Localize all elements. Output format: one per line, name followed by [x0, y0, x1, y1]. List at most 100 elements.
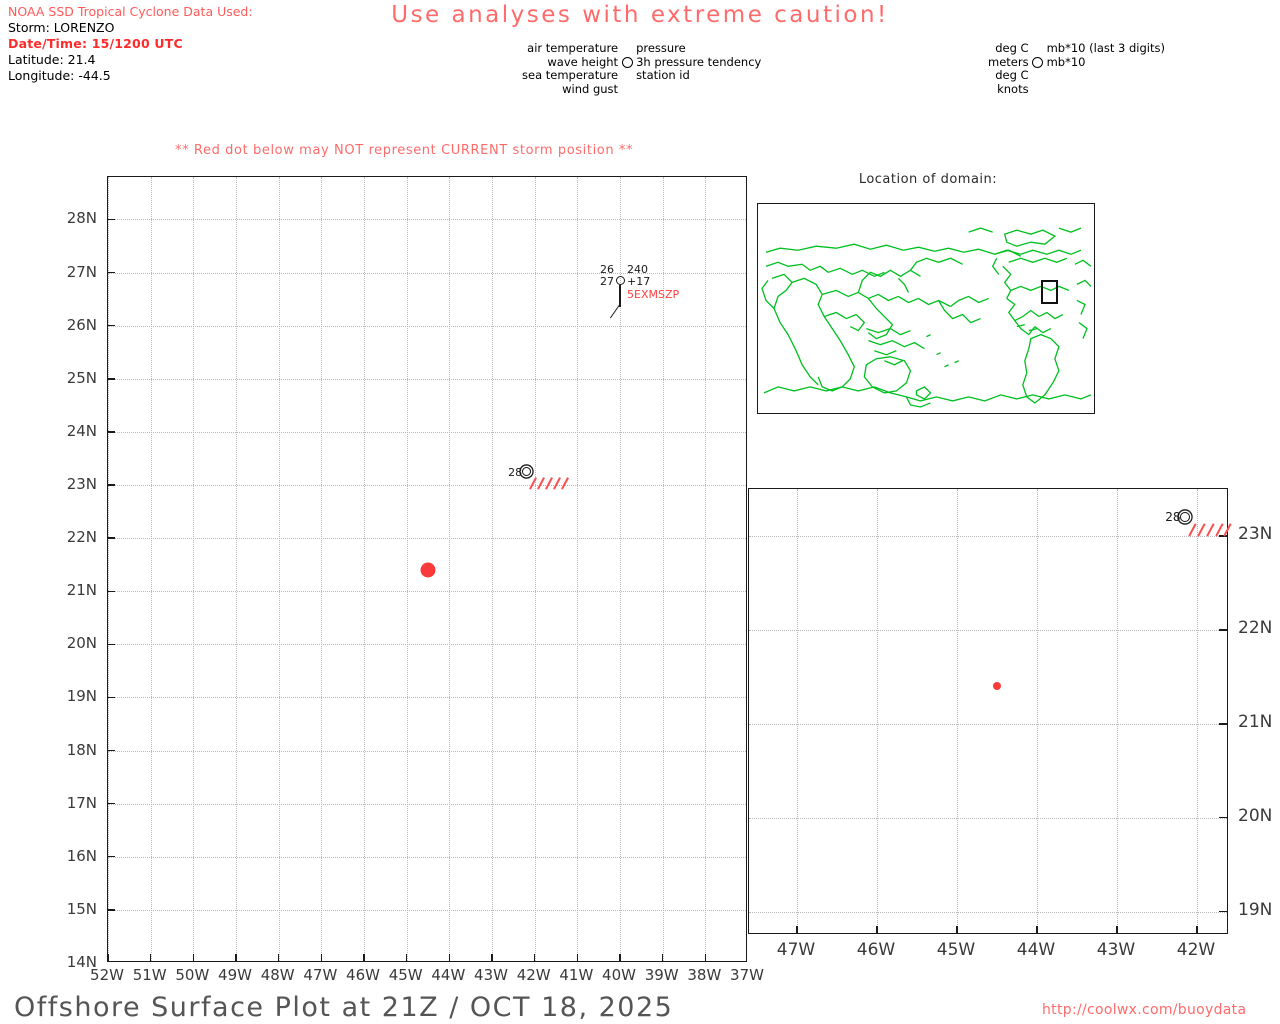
gridline-horizontal [749, 723, 1227, 725]
gridline-vertical [193, 177, 195, 961]
gridline-vertical [1037, 489, 1038, 933]
gridline-horizontal [108, 697, 746, 699]
x-axis-tick [619, 954, 621, 961]
storm-position-dot [993, 682, 1001, 691]
x-axis-tick [1196, 926, 1198, 933]
y-axis-tick [1219, 910, 1227, 913]
gridline-vertical [278, 177, 280, 961]
gridline-vertical [1117, 489, 1118, 933]
y-axis-label: 23N [1238, 523, 1273, 544]
gridline-horizontal [749, 817, 1227, 819]
units-wave-height: meters [988, 54, 1029, 69]
y-axis-label: 16N [66, 846, 97, 865]
x-axis-tick [363, 954, 365, 961]
x-axis-label: 40W [602, 966, 636, 984]
gridline-vertical [577, 177, 579, 961]
x-axis-tick [956, 926, 958, 933]
gridline-vertical [492, 177, 493, 961]
units-pressure-tendency: mb*10 [1046, 54, 1086, 69]
domain-extent-box [1041, 280, 1058, 304]
x-axis-label: 51W [132, 966, 167, 984]
y-axis-label: 27N [66, 262, 97, 281]
caution-banner: Use analyses with extreme caution! [0, 0, 1280, 28]
gridline-vertical [705, 177, 707, 961]
y-axis-label: 26N [66, 315, 97, 334]
station-circle-icon [1031, 56, 1045, 70]
zoom-inset-plot[interactable]: 28 [748, 488, 1232, 934]
y-axis-tick [108, 484, 115, 486]
station-id: 5EXMSZP [627, 287, 680, 301]
x-axis-label: 37W [730, 966, 764, 984]
gridline-vertical [364, 177, 365, 961]
gridline-vertical [321, 177, 323, 961]
station-pressure-tendency: +17 [627, 274, 651, 288]
x-axis-label: 45W [936, 940, 976, 960]
y-axis-label: 23N [66, 475, 97, 494]
x-axis-label: 44W [1016, 940, 1056, 960]
y-axis-tick [1219, 629, 1227, 631]
station-circle-icon [521, 467, 531, 477]
gridline-vertical [797, 489, 798, 933]
x-axis-label: 47W [303, 966, 338, 984]
legend-wind-gust: wind gust [562, 81, 619, 96]
caution-text: Use analyses with extreme caution! [391, 2, 889, 28]
x-axis-tick [108, 954, 109, 961]
x-axis-tick [277, 954, 280, 961]
gridline-vertical [150, 177, 152, 961]
x-axis-tick [704, 954, 707, 961]
gridline-vertical [620, 177, 621, 961]
x-axis-label: 45W [388, 966, 423, 984]
x-axis-label: 48W [260, 966, 295, 984]
gridline-horizontal [108, 856, 746, 858]
main-surface-plot[interactable]: 26 240 27 +17 5EXMSZP 28 [107, 176, 747, 962]
legend-pressure: pressure [636, 41, 686, 55]
y-axis-tick [108, 271, 115, 274]
gridline-horizontal [108, 378, 746, 380]
y-axis-label: 20N [1238, 805, 1273, 826]
station-pressure: 240 [627, 262, 648, 276]
x-axis-label: 52W [90, 966, 124, 984]
station-model-field-legend: air temperature pressure wave height 3h … [522, 41, 761, 96]
units-air-temperature: deg C [995, 41, 1029, 55]
y-axis-label: 25N [66, 368, 97, 387]
domain-inset-title: Location of domain: [858, 172, 998, 187]
gridline-horizontal [749, 911, 1227, 913]
y-axis-label: 22N [66, 528, 97, 547]
y-axis-tick [108, 749, 115, 752]
y-axis-tick [108, 643, 115, 646]
x-axis-tick [576, 954, 579, 961]
y-axis-tick [108, 378, 115, 380]
y-axis-label: 20N [66, 634, 97, 653]
y-axis-tick [108, 802, 115, 805]
x-axis-tick [405, 954, 408, 961]
date-time-line: Date/Time: 15/1200 UTC [8, 36, 183, 51]
gridline-vertical [534, 177, 536, 961]
y-axis-tick [108, 696, 115, 699]
x-axis-label: 46W [856, 940, 896, 960]
y-axis-tick [108, 856, 115, 858]
y-axis-tick [1219, 816, 1227, 819]
legend-air-temperature: air temperature [527, 41, 619, 55]
x-axis-tick [491, 954, 493, 961]
gridline-vertical [236, 177, 237, 961]
y-axis-label: 19N [1238, 899, 1273, 920]
y-axis-label: 19N [66, 687, 97, 706]
gridline-horizontal [108, 431, 746, 433]
header-metadata: NOAA SSD Tropical Cyclone Data Used: Sto… [8, 4, 253, 84]
x-axis-tick [149, 954, 152, 961]
x-axis-label: 42W [1176, 940, 1216, 960]
x-axis-tick [448, 954, 451, 961]
gridline-horizontal [108, 803, 746, 805]
legend-sea-temperature: sea temperature [522, 68, 619, 82]
x-axis-label: 44W [431, 966, 466, 984]
source-url: http://coolwx.com/buoydata [1042, 1002, 1247, 1018]
x-axis-label: 42W [516, 966, 551, 984]
main-plot-gridlines [108, 177, 746, 961]
y-axis-tick [108, 590, 115, 592]
latitude-line: Latitude: 21.4 [8, 52, 96, 67]
x-axis-label: 43W [474, 966, 508, 984]
gridline-vertical [449, 177, 451, 961]
inset-plot-gridlines [749, 489, 1227, 933]
units-sea-temperature: deg C [995, 68, 1029, 82]
storm-name-line: Storm: LORENZO [8, 20, 115, 35]
